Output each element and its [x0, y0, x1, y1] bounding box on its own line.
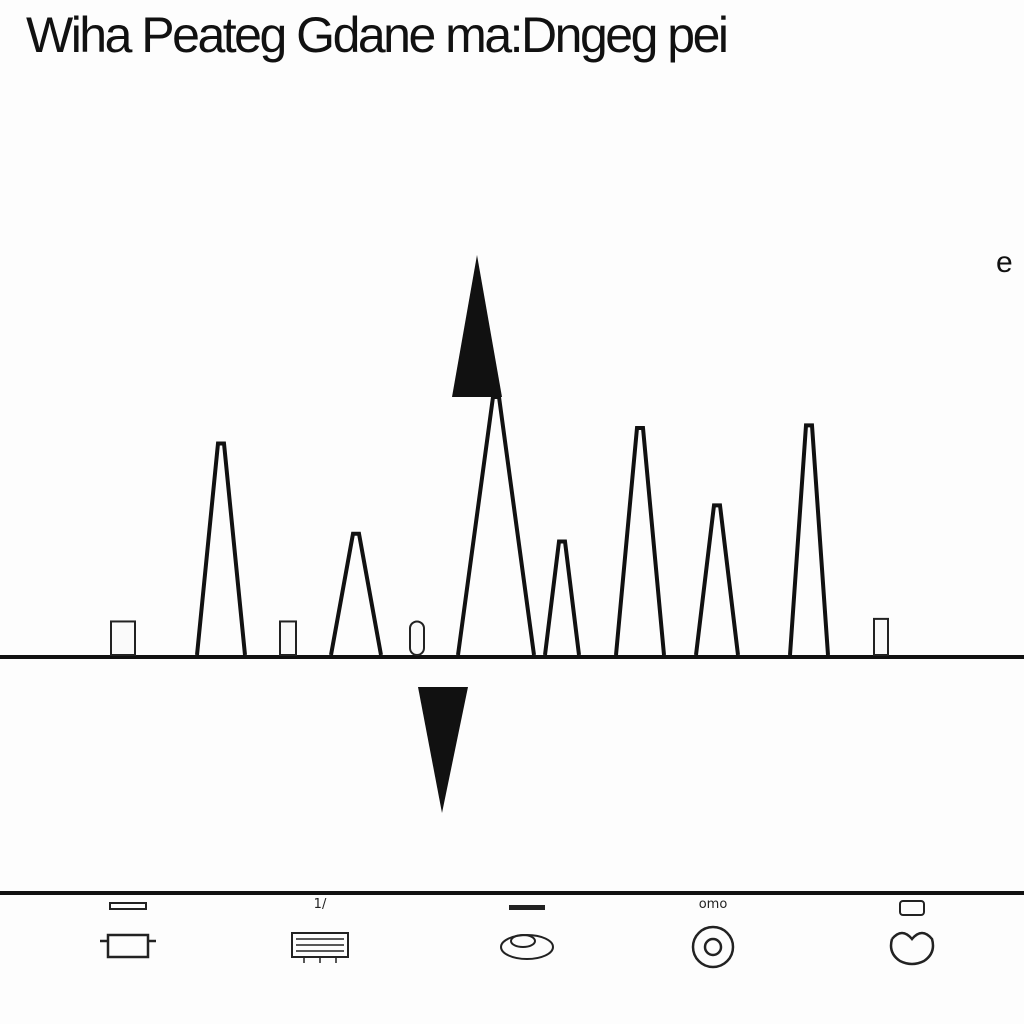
- bar-3: [409, 620, 425, 657]
- icon-slot-1[interactable]: [88, 895, 168, 985]
- bar-2: [279, 620, 297, 657]
- bar-4: [873, 617, 889, 657]
- circle-badge-icon: [691, 925, 735, 969]
- pot-icon: [100, 902, 156, 959]
- icon-row: 1/omo: [0, 895, 1024, 985]
- pepper-icon: [889, 900, 935, 966]
- markers-group: [418, 255, 502, 813]
- up-arrow-marker: [452, 255, 502, 397]
- peak-1: [195, 441, 247, 656]
- food-bowl-icon: [500, 905, 554, 960]
- bar-1: [110, 620, 136, 657]
- peak-2: [329, 531, 383, 656]
- peak-7: [788, 423, 830, 656]
- keyboard-icon: [291, 932, 349, 963]
- icon-slot-3[interactable]: [487, 895, 567, 985]
- icon-slot-5[interactable]: [872, 895, 952, 985]
- peaks-group: [195, 395, 830, 656]
- side-label: e: [996, 246, 1013, 279]
- bars-group: [110, 617, 889, 657]
- icon-label: omo: [698, 897, 728, 912]
- peak-5: [614, 425, 666, 656]
- peak-3: [456, 395, 536, 656]
- page-title: Wiha Peateg Gdane ma:Dngeg pei: [26, 7, 729, 63]
- peak-4: [543, 539, 581, 656]
- down-arrow-marker: [418, 687, 468, 813]
- icon-slot-2[interactable]: 1/: [280, 895, 360, 985]
- icon-slot-4[interactable]: omo: [673, 895, 753, 985]
- icon-label: 1/: [313, 897, 327, 912]
- peak-6: [694, 503, 740, 656]
